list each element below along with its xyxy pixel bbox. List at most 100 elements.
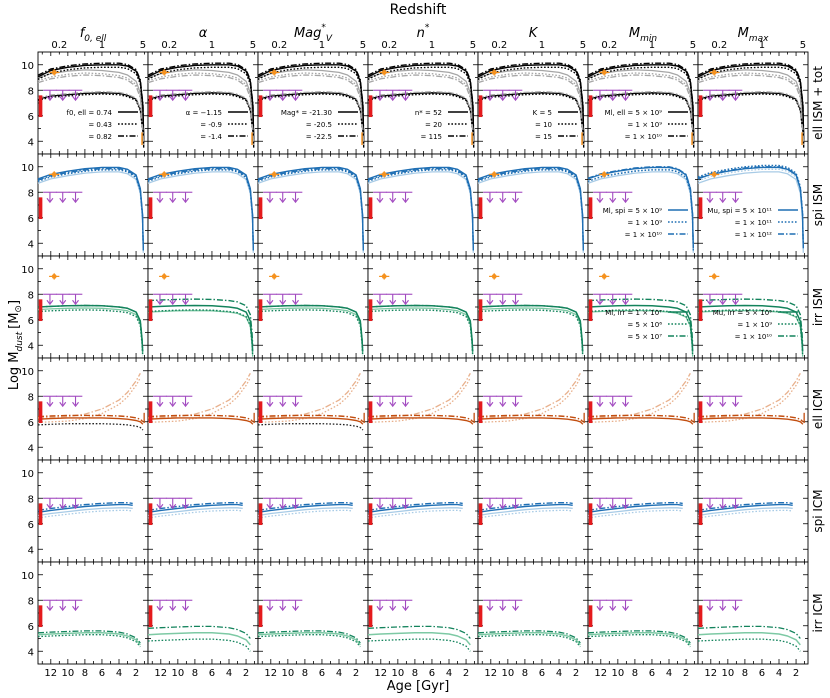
- column-header-2: Mag*V: [294, 23, 333, 44]
- x-tick-label: 12: [264, 668, 277, 679]
- x-tick-label: 4: [226, 668, 232, 679]
- y-tick-label: 4: [28, 341, 34, 352]
- series-lower-alt1: [587, 93, 695, 148]
- column-header-3: n*: [417, 23, 430, 41]
- panel-r5-c4: 12 10 8 6 4 2: [477, 561, 589, 679]
- x-tick-label: 10: [611, 668, 624, 679]
- panel-frame: [257, 255, 369, 359]
- legend-entry: Ml, ell = 5 × 10⁹: [605, 109, 663, 117]
- obs-red-bar: [698, 401, 703, 424]
- series-lower-alt1: [37, 93, 145, 148]
- series-irr: [367, 304, 474, 352]
- x-tick-label: 10: [501, 668, 514, 679]
- y-axis-label: Log Mdust[M⊙]: [7, 300, 25, 390]
- series-irr-alt2: [697, 298, 804, 346]
- obs-purple-limit-arrow: [402, 503, 409, 510]
- panel-frame: [37, 357, 149, 461]
- legend-entry: α = −1.15: [186, 109, 222, 117]
- panel-r4-c2: [257, 459, 369, 563]
- series-spi-icm-light-alt: [257, 507, 353, 517]
- obs-red-bar: [38, 401, 43, 424]
- series-irr-alt1: [37, 309, 144, 357]
- obs-purple-limit-arrow: [732, 197, 739, 204]
- x-axis-label: Age [Gyr]: [387, 679, 450, 694]
- y-tick-label: 6: [28, 112, 34, 123]
- obs-purple-limit-arrow: [169, 197, 177, 204]
- x-tick-label: 4: [556, 668, 562, 679]
- obs-purple-limit-arrow: [402, 299, 409, 306]
- obs-purple-limit-arrow: [182, 95, 189, 102]
- series-spi-alt1: [367, 169, 474, 251]
- panel-r3-c6: [697, 357, 809, 461]
- series-irr-icm-alt1: [37, 630, 141, 644]
- y-tick-label: 8: [28, 86, 34, 97]
- obs-purple-limit-arrow: [182, 401, 189, 408]
- series-total-alt2: [477, 62, 585, 140]
- x-tick-label: 10: [281, 668, 294, 679]
- obs-orange-point: [711, 70, 717, 75]
- obs-red-bar: [38, 299, 43, 322]
- obs-purple-limit-arrow: [376, 299, 384, 306]
- redshift-tick-label: 0.2: [51, 40, 67, 51]
- obs-purple-limit-arrow: [719, 605, 727, 612]
- redshift-tick-label: 1: [649, 40, 655, 51]
- y-tick-label: 10: [21, 469, 34, 480]
- series-spi-alt1: [477, 169, 584, 251]
- panel-frame: [477, 153, 589, 257]
- x-tick-label: 10: [721, 668, 734, 679]
- series-irr-icm: [697, 632, 801, 646]
- series-total: [697, 64, 805, 142]
- obs-purple-limit-arrow: [46, 197, 54, 204]
- legend-entry: = 1 × 10¹¹: [735, 219, 773, 227]
- series-total-alt2: [697, 62, 805, 140]
- obs-purple-limit-arrow: [609, 299, 617, 306]
- obs-purple-limit-arrow: [706, 95, 714, 102]
- series-spi: [37, 166, 144, 249]
- obs-purple-limit-arrow: [279, 503, 287, 510]
- series-irr-icm: [587, 632, 691, 646]
- panel-frame: [587, 255, 699, 359]
- series-irr-alt1: [147, 309, 254, 357]
- redshift-tick-label: 0.2: [601, 40, 617, 51]
- series-spi-icm-light: [697, 509, 793, 519]
- column-header-6: Mmax: [738, 26, 770, 44]
- series-total-alt2: [367, 62, 475, 140]
- obs-red-bar: [148, 401, 153, 424]
- series-total-alt1: [477, 66, 585, 144]
- x-tick-label: 12: [704, 668, 717, 679]
- obs-purple-limit-arrow: [72, 197, 79, 204]
- obs-red-bar: [258, 605, 263, 628]
- obs-red-bar: [148, 197, 153, 220]
- obs-orange-point: [491, 274, 497, 279]
- series-spi-icm: [477, 503, 573, 513]
- legend-entry: = -22.5: [306, 133, 332, 141]
- series-icm-ell-rise: [147, 372, 251, 419]
- obs-purple-limit-arrow: [46, 503, 54, 510]
- obs-purple-limit-arrow: [512, 299, 519, 306]
- series-spi-alt2: [147, 168, 254, 250]
- x-tick-label: 2: [133, 668, 139, 679]
- obs-purple-limit-arrow: [706, 197, 714, 204]
- series-spi-icm-light: [587, 509, 683, 519]
- y-tick-label: 10: [21, 367, 34, 378]
- series-spi-icm-alt: [37, 502, 133, 512]
- series-icm-ell: [367, 417, 474, 425]
- series-spi-alt2: [37, 168, 144, 250]
- series-ell-ism-alt2: [257, 74, 365, 148]
- series-spi-icm-light-alt: [37, 507, 133, 517]
- obs-red-bar: [588, 605, 593, 628]
- x-tick-label: 2: [463, 668, 469, 679]
- x-tick-label: 12: [44, 668, 57, 679]
- obs-purple-limit-arrow: [59, 95, 67, 102]
- legend-entry: Mu, spi = 5 × 10¹¹: [707, 207, 772, 215]
- redshift-tick-label: 1: [539, 40, 545, 51]
- obs-red-bar: [148, 95, 153, 118]
- series-irr-icm-alt2: [587, 634, 691, 648]
- series-total-alt1: [37, 66, 145, 144]
- panel-r5-c5: 12 10 8 6 4 2: [587, 561, 699, 679]
- obs-orange-point: [51, 70, 57, 75]
- obs-purple-limit-arrow: [156, 503, 164, 510]
- obs-red-bar: [38, 95, 43, 118]
- series-ell-ism-alt1: [257, 72, 365, 146]
- obs-purple-limit-arrow: [266, 95, 274, 102]
